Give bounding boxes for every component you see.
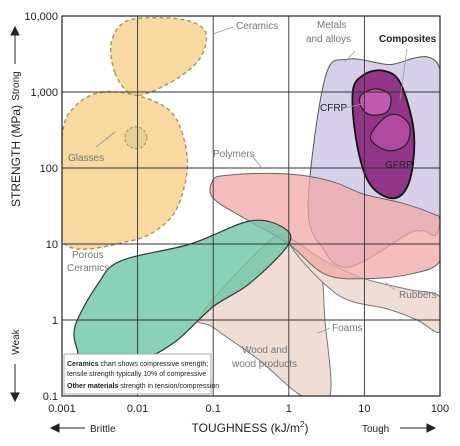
glasses-inset-marker xyxy=(124,126,148,150)
y-extreme-low: Weak xyxy=(11,328,22,354)
x-extreme-high: Tough xyxy=(362,424,389,435)
y-tick-10: 10 xyxy=(46,239,58,251)
note-other-text: strength in tension/compression xyxy=(118,383,219,390)
y-tick-labels: 0.1 1 10 100 1,000 10,000 xyxy=(24,11,58,403)
label-foams: Foams xyxy=(332,323,363,334)
region-ceramics xyxy=(109,16,208,97)
label-wood: Wood and wood products xyxy=(231,345,297,370)
y-tick-10-000: 10,000 xyxy=(24,11,58,23)
x-tick-1: 1 xyxy=(286,403,292,415)
svg-text:Other materials strength in te: Other materials strength in tension/comp… xyxy=(67,383,219,390)
x-extreme-low: Brittle xyxy=(90,424,116,435)
label-leader-lines xyxy=(95,26,408,334)
x-axis-title: TOUGHNESS (kJ/m2) xyxy=(192,420,309,435)
label-rubbers: Rubbers xyxy=(399,290,437,301)
note-tensile-text: tensile strength typically 10% of compre… xyxy=(67,371,206,378)
label-ceramics: Ceramics xyxy=(236,21,278,32)
material-regions xyxy=(62,16,440,396)
region-gfrp xyxy=(369,113,411,152)
label-porous-ceramics: Porous Ceramics xyxy=(67,250,109,274)
svg-text:Ceramics chart shows compressi: Ceramics chart shows compressive strengt… xyxy=(67,361,208,368)
x-tick-0-01: 0.01 xyxy=(127,403,148,415)
label-gfrp: GFRP xyxy=(385,160,413,171)
note-ceramics-text: chart shows compressive strength; xyxy=(99,361,209,368)
grid-lines xyxy=(62,16,440,396)
label-composites: Composites xyxy=(379,34,437,45)
y-arrows xyxy=(10,25,20,403)
x-tick-100: 100 xyxy=(431,403,449,415)
y-tick-1-000: 1,000 xyxy=(30,87,58,99)
y-extreme-high: Strong xyxy=(11,71,22,100)
y-tick-1: 1 xyxy=(52,315,58,327)
x-tick-0-1: 0.1 xyxy=(206,403,221,415)
x-tick-0-001: 0.001 xyxy=(48,403,76,415)
label-polymers: Polymers xyxy=(213,149,255,160)
y-tick-0-1: 0.1 xyxy=(43,391,58,403)
x-arrows xyxy=(49,423,437,433)
annotation-box: Ceramics chart shows compressive strengt… xyxy=(63,353,219,395)
region-glasses xyxy=(62,90,189,250)
x-tick-labels: 0.001 0.01 0.1 1 10 100 xyxy=(48,403,449,415)
note-ceramics-bold: Ceramics xyxy=(67,361,99,368)
label-cfrp: CFRP xyxy=(320,103,348,114)
x-tick-10: 10 xyxy=(358,403,370,415)
region-polymers xyxy=(209,172,440,280)
label-glasses: Glasses xyxy=(68,153,104,164)
y-axis-title: STRENGTH (MPa) xyxy=(9,105,23,207)
region-cfrp xyxy=(358,88,392,116)
plot-frame xyxy=(61,15,441,397)
label-metals-and-alloys: Metals and alloys xyxy=(306,20,351,45)
y-tick-100: 100 xyxy=(40,163,58,175)
note-other-bold: Other materials xyxy=(67,383,118,390)
